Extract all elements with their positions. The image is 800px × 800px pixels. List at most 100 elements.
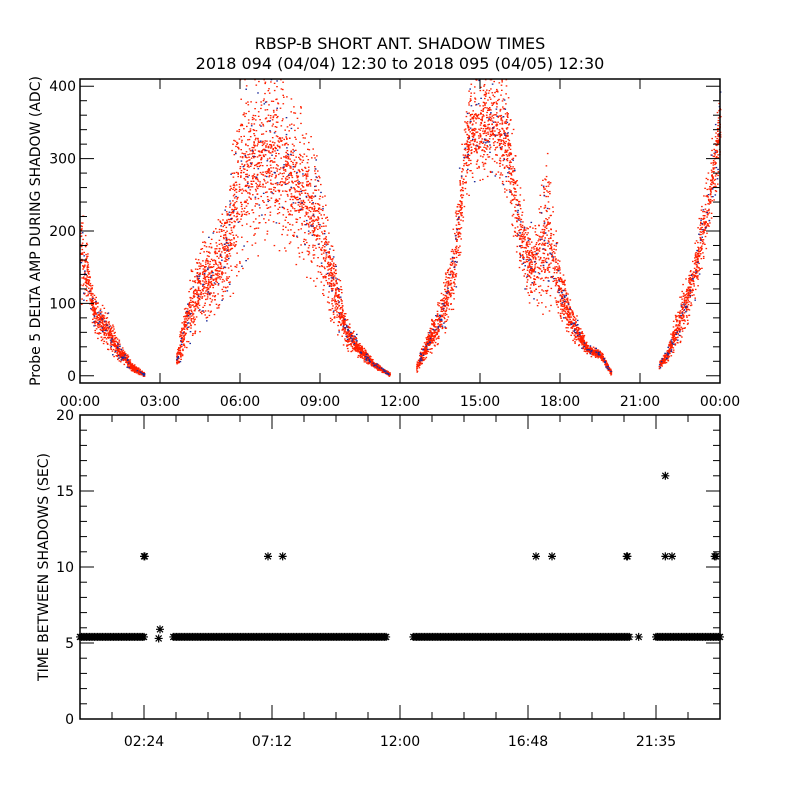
data-point bbox=[317, 208, 320, 211]
data-point bbox=[262, 133, 265, 135]
data-point bbox=[80, 229, 83, 231]
data-point bbox=[262, 154, 265, 156]
data-point bbox=[255, 84, 258, 86]
data-point bbox=[194, 330, 197, 332]
data-point bbox=[98, 313, 101, 315]
data-point bbox=[474, 127, 476, 130]
data-point bbox=[226, 239, 229, 241]
data-point bbox=[208, 280, 210, 282]
data-point bbox=[506, 155, 509, 157]
data-point bbox=[227, 218, 230, 221]
data-point bbox=[519, 208, 522, 210]
data-point bbox=[462, 216, 465, 218]
data-point bbox=[260, 195, 262, 198]
data-point bbox=[102, 314, 104, 316]
data-point bbox=[484, 103, 486, 105]
data-point bbox=[482, 130, 484, 132]
data-point bbox=[264, 186, 266, 188]
data-point bbox=[373, 363, 375, 365]
data-point bbox=[320, 281, 323, 283]
data-point bbox=[277, 140, 280, 142]
data-point bbox=[467, 141, 469, 143]
data-point bbox=[243, 135, 245, 137]
data-point bbox=[100, 321, 103, 323]
data-point bbox=[220, 235, 222, 237]
data-point bbox=[209, 286, 211, 288]
data-point bbox=[240, 175, 242, 177]
data-point bbox=[442, 304, 445, 307]
data-point bbox=[331, 307, 334, 310]
data-point bbox=[528, 302, 531, 304]
data-point bbox=[308, 216, 310, 218]
data-point bbox=[341, 305, 344, 307]
data-point bbox=[192, 313, 195, 315]
data-point bbox=[181, 328, 183, 331]
data-point bbox=[241, 188, 244, 190]
data-point bbox=[241, 203, 243, 206]
data-point bbox=[467, 127, 470, 129]
data-point bbox=[313, 216, 316, 218]
data-point bbox=[184, 334, 187, 336]
data-point bbox=[483, 84, 486, 86]
data-point bbox=[527, 228, 529, 230]
data-point bbox=[250, 157, 253, 159]
data-point bbox=[99, 322, 101, 324]
data-point bbox=[85, 279, 87, 281]
data-point bbox=[88, 281, 90, 283]
data-point bbox=[436, 332, 439, 334]
data-point bbox=[483, 94, 486, 96]
data-point bbox=[204, 310, 207, 312]
data-point bbox=[462, 181, 464, 183]
data-point bbox=[437, 302, 439, 304]
data-point bbox=[253, 152, 256, 155]
data-point bbox=[275, 135, 278, 137]
data-point bbox=[308, 207, 311, 209]
data-point bbox=[259, 183, 261, 185]
data-point bbox=[427, 350, 430, 353]
data-point bbox=[328, 272, 330, 274]
data-point bbox=[461, 204, 463, 206]
data-point bbox=[458, 218, 460, 220]
data-point bbox=[341, 335, 343, 337]
data-point bbox=[301, 134, 304, 136]
data-point bbox=[485, 132, 488, 134]
data-point bbox=[519, 254, 522, 256]
data-point bbox=[354, 344, 356, 346]
data-point bbox=[493, 160, 496, 163]
data-point bbox=[258, 151, 261, 153]
data-point bbox=[333, 297, 336, 299]
data-point bbox=[471, 135, 474, 137]
data-point bbox=[514, 231, 517, 233]
data-point bbox=[188, 306, 191, 308]
data-point bbox=[504, 142, 507, 145]
data-point bbox=[290, 193, 293, 195]
data-point bbox=[426, 342, 429, 344]
data-point bbox=[450, 294, 452, 296]
data-point bbox=[312, 232, 315, 234]
data-point bbox=[460, 177, 463, 179]
data-point bbox=[511, 223, 513, 225]
data-point bbox=[333, 283, 335, 286]
data-point bbox=[330, 271, 332, 274]
data-point bbox=[109, 329, 112, 331]
data-point bbox=[517, 217, 520, 220]
data-point bbox=[230, 239, 233, 241]
data-point bbox=[379, 366, 381, 368]
data-point bbox=[264, 175, 267, 177]
data-point bbox=[444, 332, 447, 334]
data-point bbox=[223, 260, 226, 262]
data-point bbox=[287, 175, 290, 177]
data-point bbox=[332, 258, 334, 260]
data-point bbox=[245, 214, 248, 216]
data-point bbox=[270, 188, 273, 190]
data-point bbox=[304, 243, 306, 245]
data-point bbox=[459, 190, 462, 192]
data-point bbox=[532, 253, 534, 256]
data-point bbox=[487, 133, 490, 135]
data-point bbox=[284, 143, 286, 145]
data-point bbox=[479, 134, 482, 136]
data-point bbox=[105, 327, 108, 329]
data-point bbox=[347, 331, 350, 333]
data-point bbox=[513, 170, 516, 172]
